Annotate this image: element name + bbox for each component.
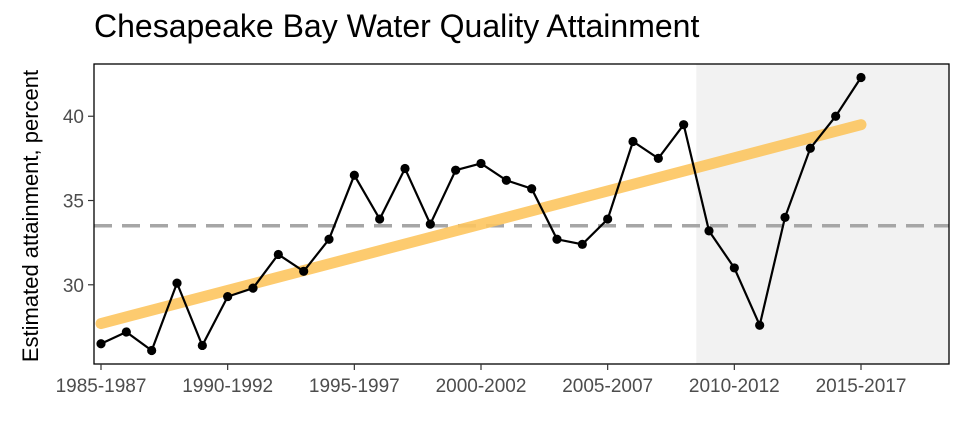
data-point [704,226,714,236]
data-point [425,219,435,229]
shaded-region [696,64,949,364]
x-tick-label: 2010-2012 [689,376,780,397]
chart-title: Chesapeake Bay Water Quality Attainment [94,8,700,44]
data-point [780,212,790,222]
data-point [653,153,663,163]
data-point [552,234,562,244]
data-point [197,340,207,351]
data-point [299,266,309,276]
data-point [121,327,131,337]
data-point [147,345,157,356]
x-tick-label: 2005-2007 [562,376,653,397]
y-tick-label: 40 [63,107,84,128]
data-point [603,214,613,224]
y-tick-label: 35 [63,192,84,213]
data-point [729,263,739,273]
data-point [831,111,841,121]
data-point [856,72,866,83]
data-point [248,283,258,293]
data-point [755,320,765,330]
x-tick-label: 1995-1997 [309,376,400,397]
data-point [577,239,587,249]
trend-line [95,119,867,330]
data-point [805,143,815,153]
data-point [96,339,106,349]
x-tick-label: 1985-1987 [56,376,147,397]
data-point [451,165,461,175]
data-point [679,120,689,130]
data-point [349,170,359,180]
x-tick-label: 2015-2017 [816,376,907,397]
x-tick-label: 2000-2002 [436,376,527,397]
x-tick-label: 1990-1992 [182,376,273,397]
data-point [324,234,334,244]
data-point [375,214,385,224]
data-point [476,158,486,169]
y-tick-label: 30 [63,276,84,297]
y-axis-title: Estimated attainment, percent [18,70,43,362]
data-point [501,175,511,185]
data-point [400,163,410,174]
data-point [527,184,537,194]
data-point [172,278,182,288]
plot-frame [93,63,950,365]
data-point [628,136,638,147]
data-point [273,249,283,260]
data-point [223,291,233,302]
